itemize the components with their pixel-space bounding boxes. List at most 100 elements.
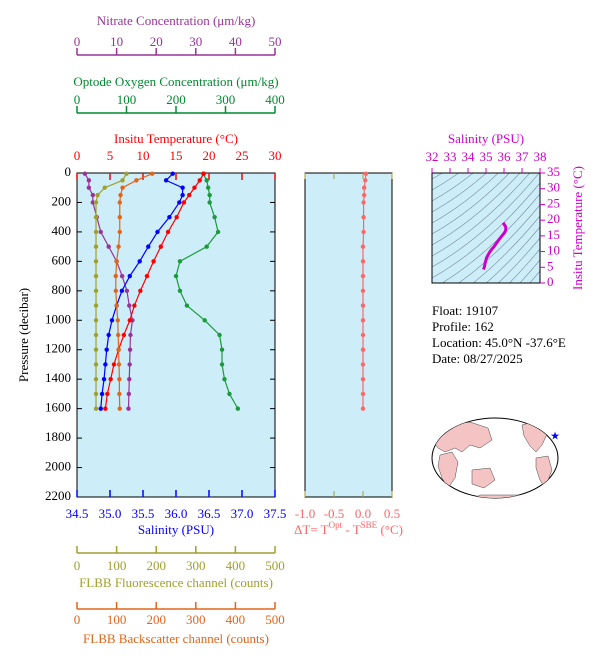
profile-point — [215, 229, 221, 235]
x-tick-label: 30 — [189, 34, 202, 49]
profile-point — [116, 347, 121, 352]
profile-point — [90, 192, 96, 198]
profile-point — [360, 391, 366, 397]
profile-point — [98, 229, 103, 235]
profile-point — [360, 362, 366, 367]
x-tick-label: 300 — [186, 558, 206, 573]
profile-point — [360, 332, 366, 338]
y-axis-title: Pressure (decibar) — [16, 288, 31, 382]
profile-point — [118, 192, 123, 198]
x-axis-title-part: Opt — [329, 520, 343, 530]
profile-point — [120, 185, 125, 190]
profile-point — [360, 259, 366, 264]
contour-line — [432, 173, 540, 268]
profile-point — [99, 391, 105, 397]
x-axis-title: Insitu Temperature (°C) — [114, 131, 238, 146]
x-tick-label: 33 — [444, 149, 457, 164]
profile-point — [93, 259, 99, 264]
y-tick-label: 10 — [547, 243, 560, 258]
profile-point — [219, 347, 225, 352]
y-tick-label: 0 — [547, 274, 554, 289]
profile-point — [103, 362, 108, 367]
profile-point — [177, 288, 183, 294]
contour-line — [432, 173, 499, 224]
x-tick-label: 0 — [74, 34, 81, 49]
contour-line — [432, 173, 460, 191]
profile-point — [201, 171, 206, 176]
profile-point — [363, 178, 368, 183]
profile-point — [360, 288, 366, 294]
profile-point — [163, 178, 169, 183]
x-tick-label: 500 — [265, 612, 285, 627]
y-tick-label: 800 — [52, 282, 72, 297]
profile-point — [361, 192, 367, 198]
profile-point — [235, 406, 241, 411]
x-axis-title-part: ΔT= T — [294, 522, 329, 537]
profile-point — [93, 391, 99, 397]
x-tick-label: 0.0 — [355, 506, 371, 521]
x-tick-label: 25 — [236, 148, 249, 163]
x-tick-label: 35 — [480, 149, 493, 164]
x-tick-label: 100 — [117, 92, 137, 107]
world-map: ★ — [431, 417, 560, 499]
float-location-marker: ★ — [550, 431, 560, 443]
contour-line — [472, 215, 540, 283]
profile-point — [127, 318, 132, 323]
contour-line — [519, 259, 540, 283]
profile-point — [103, 406, 108, 411]
y-tick-label: 600 — [52, 252, 72, 267]
x-tick-label: 400 — [265, 92, 285, 107]
contour-line — [432, 182, 540, 279]
x-tick-label: 5 — [107, 148, 114, 163]
profile-point — [126, 406, 131, 411]
x-tick-label: 34 — [462, 149, 476, 164]
profile-point — [222, 376, 227, 382]
x-axis-title: Optode Oxygen Concentration (μm/kg) — [73, 74, 278, 89]
profile-point — [119, 288, 125, 294]
contour-line — [441, 193, 540, 283]
y-tick-label: 25 — [547, 195, 560, 210]
x-tick-label: 0.5 — [384, 506, 400, 521]
profile-point — [98, 406, 103, 411]
profile-point — [93, 303, 99, 308]
profile-point — [227, 391, 232, 397]
profile-point — [106, 244, 111, 249]
y-tick-label: 400 — [52, 223, 72, 238]
profile-point — [93, 288, 99, 294]
profile-point — [202, 318, 207, 323]
profile-point — [93, 244, 99, 249]
profile-point — [115, 318, 120, 323]
profile-point — [127, 376, 132, 382]
profile-point — [93, 332, 99, 338]
location: Location: 45.0°N -37.6°E — [432, 335, 566, 350]
profile-point — [124, 171, 129, 176]
x-tick-label: 300 — [216, 92, 236, 107]
profile-point — [207, 200, 212, 205]
density-contours — [432, 173, 540, 283]
x-axis-title: Salinity (PSU) — [448, 131, 524, 146]
profile-point — [181, 200, 187, 205]
profile-point — [144, 273, 150, 279]
profile-point — [101, 376, 107, 382]
x-axis-title: FLBB Backscatter channel (counts) — [83, 631, 269, 646]
profile-point — [165, 229, 171, 235]
profile-point — [93, 214, 99, 220]
y-tick-label: 20 — [547, 211, 560, 226]
profile-point — [170, 171, 175, 176]
x-axis-title: FLBB Fluorescence channel (counts) — [79, 575, 273, 590]
y-tick-label: 0 — [65, 164, 72, 179]
x-tick-label: 100 — [107, 612, 127, 627]
profile-point — [360, 376, 366, 382]
profile-point — [117, 200, 122, 205]
profile-point — [180, 185, 185, 190]
profile-point — [93, 347, 99, 352]
y-tick-label: 200 — [52, 193, 72, 208]
profile-point — [151, 259, 156, 264]
x-tick-label: 34.5 — [66, 506, 89, 521]
profile-point — [177, 200, 182, 205]
profile-point — [117, 214, 122, 220]
x-tick-label: 500 — [265, 558, 285, 573]
contour-line — [432, 173, 531, 257]
profile-point — [93, 406, 99, 411]
